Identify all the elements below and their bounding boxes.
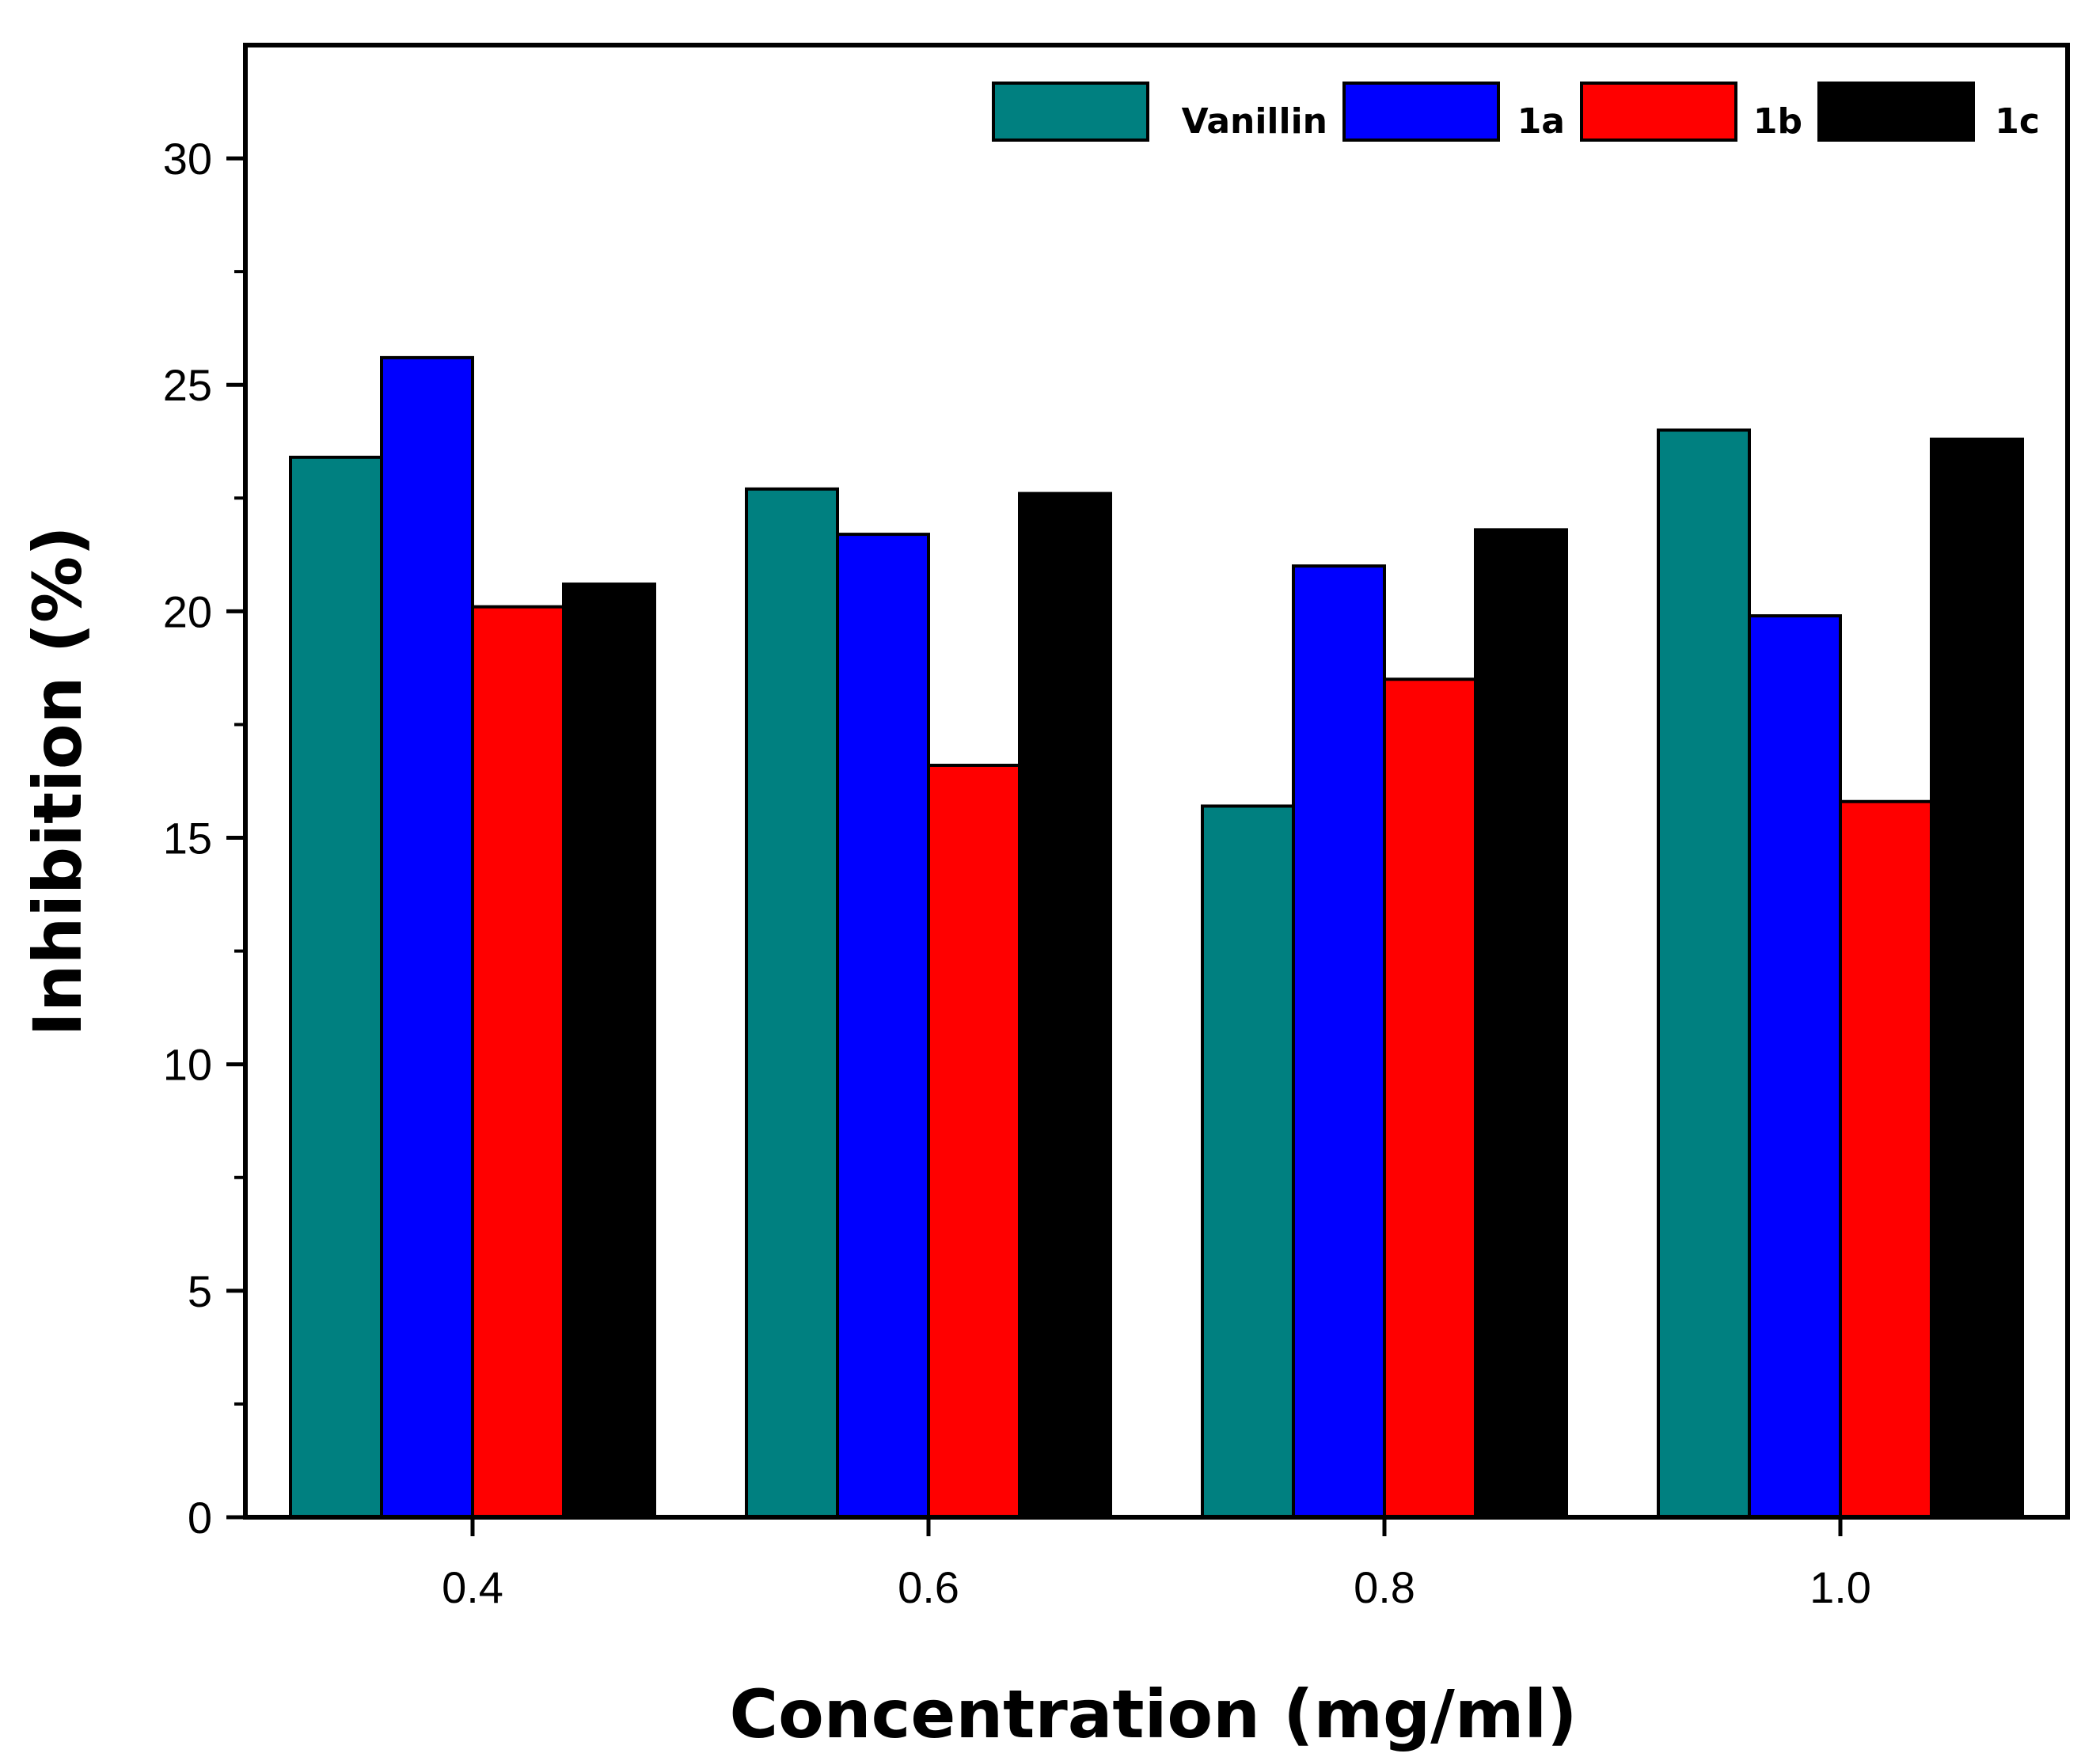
legend-label-1c: 1c bbox=[1995, 101, 2040, 142]
bar-1a-1.0 bbox=[1748, 614, 1842, 1519]
y-tick-label: 30 bbox=[163, 134, 212, 184]
bar-vanillin-0.6 bbox=[745, 487, 839, 1519]
bar-1a-0.6 bbox=[836, 533, 930, 1519]
y-axis-title: Inhibition (%) bbox=[19, 526, 97, 1036]
bar-1c-1.0 bbox=[1930, 437, 2024, 1519]
y-tick-label: 5 bbox=[188, 1266, 212, 1316]
legend-swatch-vanillin bbox=[992, 82, 1149, 142]
legend-swatch-1b bbox=[1580, 82, 1737, 142]
bar-vanillin-1.0 bbox=[1657, 428, 1751, 1519]
bar-1b-0.8 bbox=[1383, 677, 1477, 1520]
plot-frame bbox=[243, 43, 2070, 1520]
y-tick-label: 0 bbox=[188, 1493, 212, 1543]
y-tick-label: 25 bbox=[163, 360, 212, 410]
legend-label-1a: 1a bbox=[1517, 101, 1565, 142]
y-tick-label: 15 bbox=[163, 814, 212, 863]
bar-1c-0.6 bbox=[1018, 491, 1112, 1519]
bar-1c-0.4 bbox=[562, 583, 656, 1519]
legend-label-1b: 1b bbox=[1753, 101, 1802, 142]
legend-swatch-1a bbox=[1342, 82, 1500, 142]
bar-1b-0.6 bbox=[927, 763, 1021, 1519]
bar-vanillin-0.4 bbox=[289, 455, 383, 1519]
bar-vanillin-0.8 bbox=[1201, 804, 1295, 1519]
bar-1c-0.8 bbox=[1474, 528, 1568, 1519]
bar-1b-0.4 bbox=[471, 605, 565, 1520]
x-tick-label: 0.6 bbox=[898, 1562, 959, 1612]
y-tick-label: 20 bbox=[163, 586, 212, 636]
x-axis-title: Concentration (mg/ml) bbox=[729, 1676, 1577, 1753]
x-tick-label: 0.8 bbox=[1354, 1562, 1415, 1612]
bar-1b-1.0 bbox=[1839, 799, 1933, 1519]
x-tick-label: 1.0 bbox=[1809, 1562, 1871, 1612]
legend-swatch-1c bbox=[1817, 82, 1975, 142]
x-tick-label: 0.4 bbox=[442, 1562, 503, 1612]
y-tick-label: 10 bbox=[163, 1040, 212, 1090]
legend-label-vanillin: Vanillin bbox=[1182, 101, 1327, 142]
bar-1a-0.8 bbox=[1292, 564, 1386, 1520]
legend: Vanillin 1a 1b 1c bbox=[992, 82, 2040, 142]
bar-1a-0.4 bbox=[380, 355, 474, 1519]
axes-layer: 0 5 10 15 20 25 30 0.4 0.6 0.8 1.0 bbox=[163, 134, 1871, 1612]
bars-layer bbox=[289, 355, 2024, 1520]
